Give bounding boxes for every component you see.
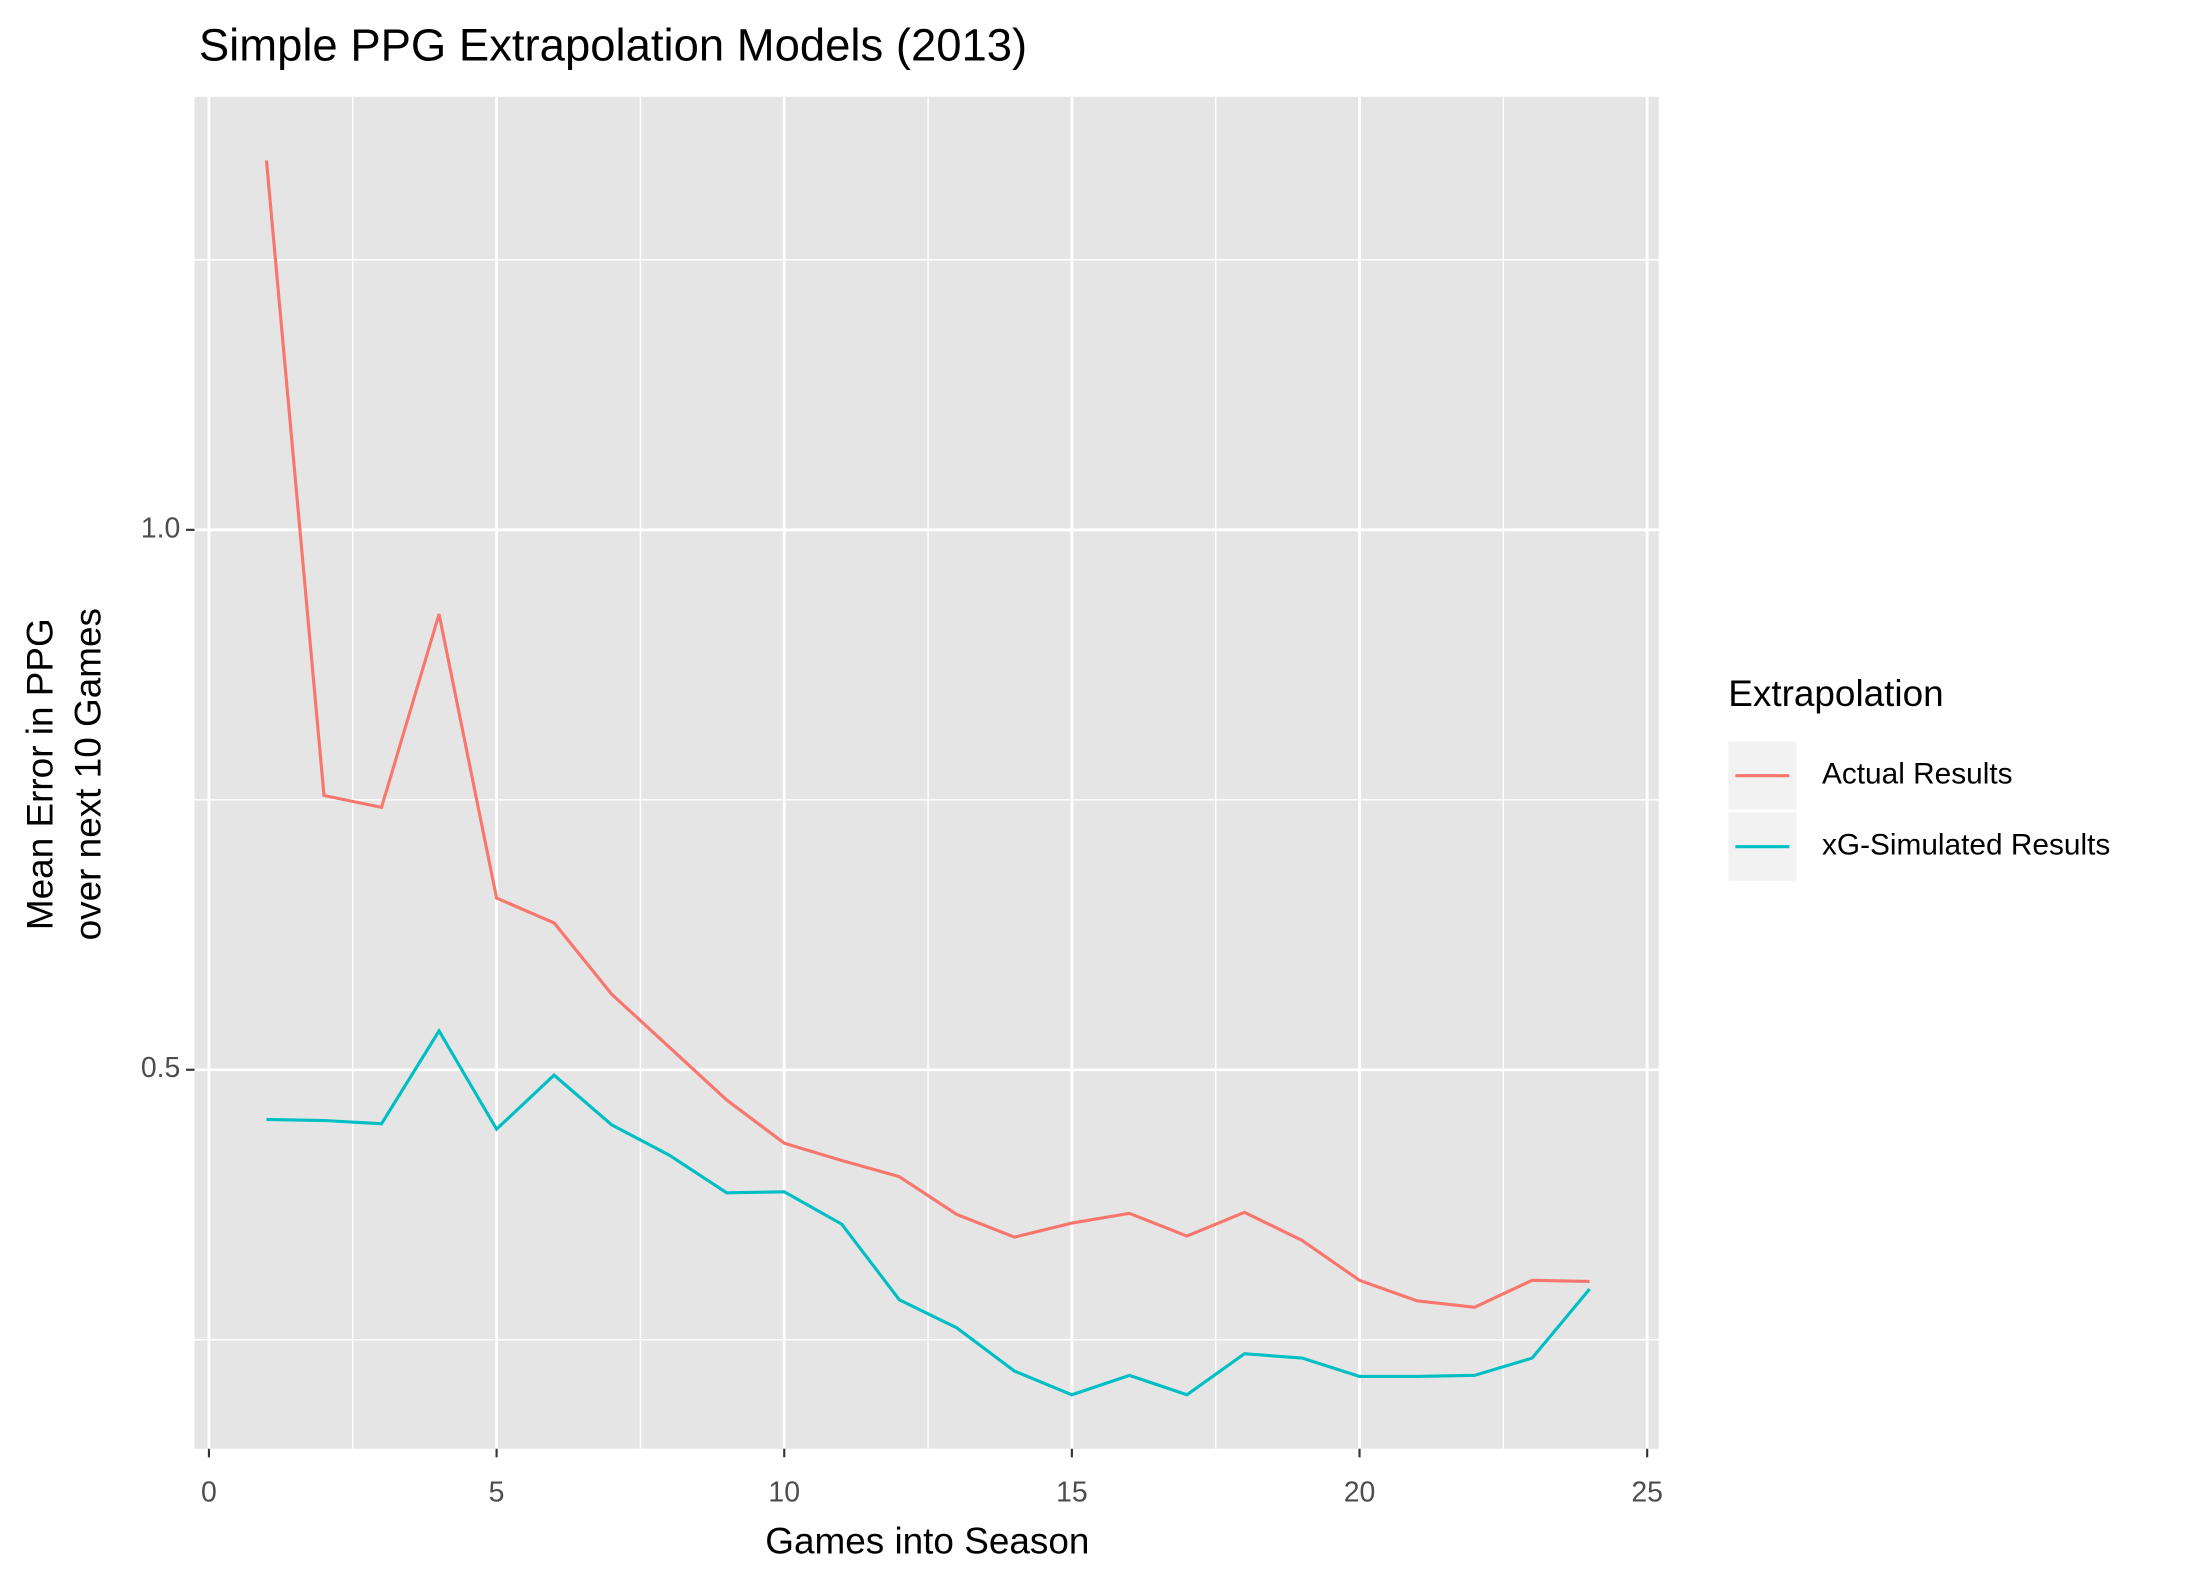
y-tick-label: 0.5	[141, 1052, 180, 1084]
legend-title: Extrapolation	[1728, 673, 1943, 714]
chart-title: Simple PPG Extrapolation Models (2013)	[199, 20, 1027, 71]
x-axis-title: Games into Season	[765, 1521, 1089, 1562]
data-line	[266, 1027, 1591, 1397]
y-tick-label: 1.0	[141, 512, 180, 544]
y-axis-title: over next 10 Games	[68, 608, 109, 940]
legend-label: Actual Results	[1822, 758, 2013, 791]
x-tick-label: 15	[1056, 1477, 1088, 1509]
x-tick-label: 25	[1631, 1477, 1663, 1509]
x-tick-label: 0	[201, 1477, 217, 1509]
legend-label: xG-Simulated Results	[1822, 829, 2110, 862]
x-tick-label: 20	[1344, 1477, 1376, 1509]
plot-panel	[194, 96, 1659, 1449]
x-tick-label: 10	[768, 1477, 800, 1509]
x-tick-label: 5	[489, 1477, 505, 1509]
data-line	[264, 160, 1590, 1309]
y-axis-title: Mean Error in PPG	[19, 618, 60, 930]
